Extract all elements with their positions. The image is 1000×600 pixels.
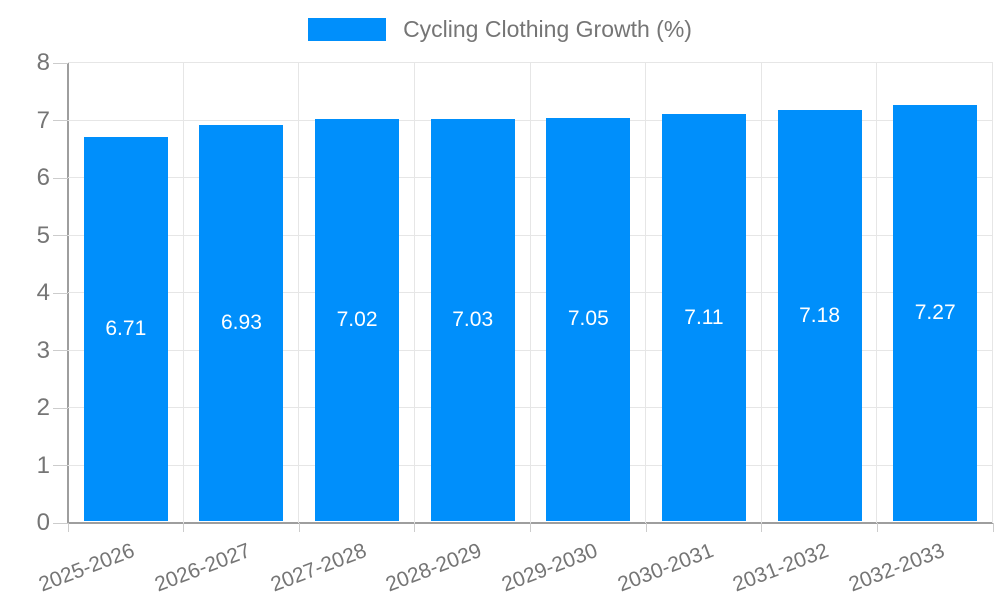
y-axis-tick-label: 6 bbox=[36, 164, 50, 191]
y-axis-tick-label: 4 bbox=[36, 279, 50, 306]
bar: 7.05 bbox=[546, 117, 631, 521]
bar: 7.02 bbox=[315, 119, 400, 521]
gridline-horizontal bbox=[68, 62, 993, 63]
y-tick-mark bbox=[53, 120, 68, 121]
x-tick-mark bbox=[414, 523, 416, 532]
gridline-horizontal bbox=[68, 464, 993, 466]
gridline-vertical bbox=[645, 63, 647, 523]
bar-value-label: 7.27 bbox=[914, 300, 956, 324]
bar: 7.27 bbox=[893, 104, 978, 521]
y-axis-tick-label: 5 bbox=[36, 221, 50, 249]
bar: 7.18 bbox=[777, 110, 862, 521]
y-axis-labels: 0 1 2 3 4 5 6 7 8 bbox=[0, 50, 50, 536]
bar-value-label: 6.71 bbox=[105, 317, 147, 341]
x-tick-mark bbox=[530, 523, 531, 532]
y-tick-mark bbox=[53, 465, 68, 466]
gridline-horizontal bbox=[68, 349, 993, 351]
y-axis-tick-label: 1 bbox=[36, 451, 50, 479]
y-tick-mark bbox=[53, 292, 68, 294]
x-axis-labels: 2025-2026 2026-2027 2027-2028 2028-2029 2029… bbox=[36, 533, 993, 600]
x-tick-mark bbox=[992, 523, 994, 532]
bar-value-label: 7.11 bbox=[684, 305, 724, 329]
y-axis-line bbox=[67, 63, 69, 524]
x-tick-mark bbox=[67, 523, 69, 532]
y-tick-mark bbox=[53, 407, 68, 409]
gridline-horizontal bbox=[68, 119, 993, 121]
x-tick-mark bbox=[761, 523, 763, 532]
x-tick-mark bbox=[298, 523, 300, 532]
x-axis-tick-label: 2026-2027 bbox=[151, 539, 254, 597]
y-axis-tick-label: 0 bbox=[36, 509, 50, 536]
x-axis-tick-label: 2030-2031 bbox=[614, 539, 717, 597]
y-axis-tick-label: 3 bbox=[36, 336, 50, 364]
plot-area: 6.71 6.93 7.02 7.03 7.05 7.11 7.18 7.27 bbox=[53, 62, 994, 532]
bar: 6.93 bbox=[199, 124, 284, 521]
gridline-vertical bbox=[529, 63, 531, 523]
x-axis-tick-label: 2032-2033 bbox=[845, 539, 948, 597]
x-axis-tick-label: 2029-2030 bbox=[498, 539, 601, 597]
gridline-horizontal bbox=[68, 234, 993, 236]
x-tick-mark bbox=[876, 523, 878, 532]
gridline-vertical bbox=[413, 63, 415, 523]
gridline-horizontal bbox=[68, 292, 993, 293]
y-axis-tick-label: 2 bbox=[36, 394, 50, 421]
gridline-horizontal bbox=[68, 177, 993, 178]
legend-label: Cycling Clothing Growth (%) bbox=[403, 16, 692, 42]
x-axis-tick-label: 2031-2032 bbox=[729, 539, 832, 597]
gridline-vertical bbox=[876, 63, 878, 523]
bar-value-label: 7.18 bbox=[799, 303, 840, 327]
chart-legend[interactable]: Cycling Clothing Growth (%) bbox=[0, 16, 1000, 43]
x-tick-mark bbox=[645, 523, 647, 532]
y-tick-mark bbox=[53, 350, 68, 351]
bar: 6.71 bbox=[83, 137, 168, 521]
gridline-vertical bbox=[182, 63, 184, 523]
bar-value-label: 7.05 bbox=[567, 307, 609, 331]
gridline-vertical bbox=[760, 63, 762, 523]
gridline-vertical bbox=[298, 63, 300, 523]
x-axis-tick-label: 2027-2028 bbox=[267, 539, 370, 597]
bar-value-label: 7.02 bbox=[336, 308, 378, 332]
y-tick-mark bbox=[53, 235, 68, 236]
bar: 7.11 bbox=[661, 114, 746, 521]
legend-swatch-icon bbox=[308, 18, 387, 41]
gridline-vertical bbox=[992, 63, 993, 523]
y-tick-mark bbox=[53, 522, 68, 524]
x-tick-mark bbox=[183, 523, 185, 532]
x-axis-tick-label: 2028-2029 bbox=[382, 539, 485, 597]
y-axis-tick-label: 8 bbox=[36, 49, 50, 76]
bar-value-label: 6.93 bbox=[221, 310, 262, 334]
bar-value-label: 7.03 bbox=[452, 307, 494, 331]
y-axis-tick-label: 7 bbox=[36, 106, 50, 134]
x-axis-tick-label: 2025-2026 bbox=[36, 539, 139, 597]
y-tick-mark bbox=[53, 62, 68, 64]
y-tick-mark bbox=[53, 177, 68, 179]
gridline-horizontal bbox=[68, 407, 993, 408]
bar: 7.03 bbox=[430, 118, 515, 521]
